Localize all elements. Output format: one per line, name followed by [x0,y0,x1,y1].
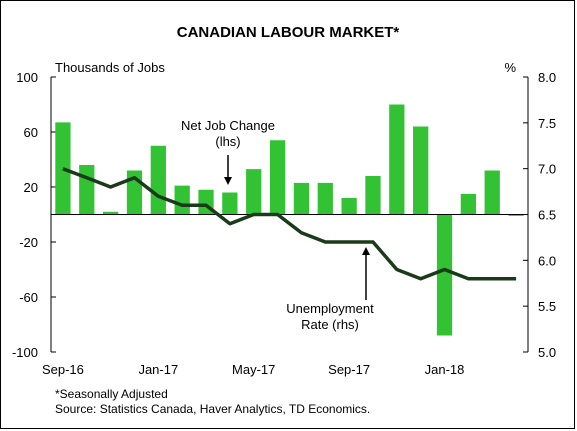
net-job-change-label-line1: Net Job Change [181,118,275,133]
unemployment-rate-label-line2: Rate (rhs) [301,317,359,332]
left-tick-label: 100 [16,70,38,85]
right-tick-label: 8.0 [538,70,556,85]
x-tick-label: Jan-18 [425,362,465,377]
job-change-bar [246,169,262,215]
left-tick-label: 20 [24,180,38,195]
job-change-bar [389,104,405,215]
unemployment-rate-annotation: Unemployment Rate (rhs) [286,247,374,332]
x-tick-label: Sep-16 [42,362,84,377]
x-tick-label: Sep-17 [328,362,370,377]
job-change-bar [293,182,310,215]
chart-title: CANADIAN LABOUR MARKET* [177,24,400,41]
left-axis-label: Thousands of Jobs [55,60,165,75]
job-change-bar [79,165,95,215]
job-change-bar [365,176,381,215]
left-tick-label: -20 [19,235,38,250]
job-change-bar [317,182,333,215]
job-change-bar [413,126,429,215]
job-change-bar [55,122,71,215]
job-change-bar [150,145,166,215]
job-change-bar [341,198,357,215]
x-tick-label: May-17 [232,362,275,377]
unemployment-rate-line [62,167,517,281]
left-tick-label: -100 [12,345,38,360]
right-tick-label: 6.5 [538,208,556,223]
x-tick-label: Jan-17 [138,362,178,377]
footnote-source: Source: Statistics Canada, Haver Analyti… [55,402,370,416]
net-job-change-label-line2: (lhs) [215,134,240,149]
job-change-bar [174,185,190,215]
right-tick-label: 5.0 [538,345,556,360]
unemployment-rate-label-line1: Unemployment [286,301,374,316]
net-job-change-annotation: Net Job Change (lhs) [181,118,275,185]
job-change-bar [222,192,238,215]
job-change-bar [269,140,286,215]
right-tick-label: 5.5 [538,299,556,314]
left-tick-label: -60 [19,290,38,305]
left-axis-ticks: 100 60 20 -20 -60 -100 [12,70,56,360]
job-change-bar [484,170,500,215]
x-axis-labels: Sep-16 Jan-17 May-17 Sep-17 Jan-18 [42,362,464,377]
right-tick-label: 7.5 [538,116,556,131]
job-change-bar [102,211,119,215]
job-change-bar [460,193,477,215]
right-tick-label: 6.0 [538,253,556,268]
right-tick-label: 7.0 [538,162,556,177]
left-tick-label: 60 [24,125,38,140]
footnote-seasonally-adjusted: *Seasonally Adjusted [55,387,168,401]
job-change-bar [436,214,453,336]
right-axis-ticks: 8.0 7.5 7.0 6.5 6.0 5.5 5.0 [523,70,556,360]
job-change-bar [508,214,524,216]
right-axis-label: % [504,60,516,75]
